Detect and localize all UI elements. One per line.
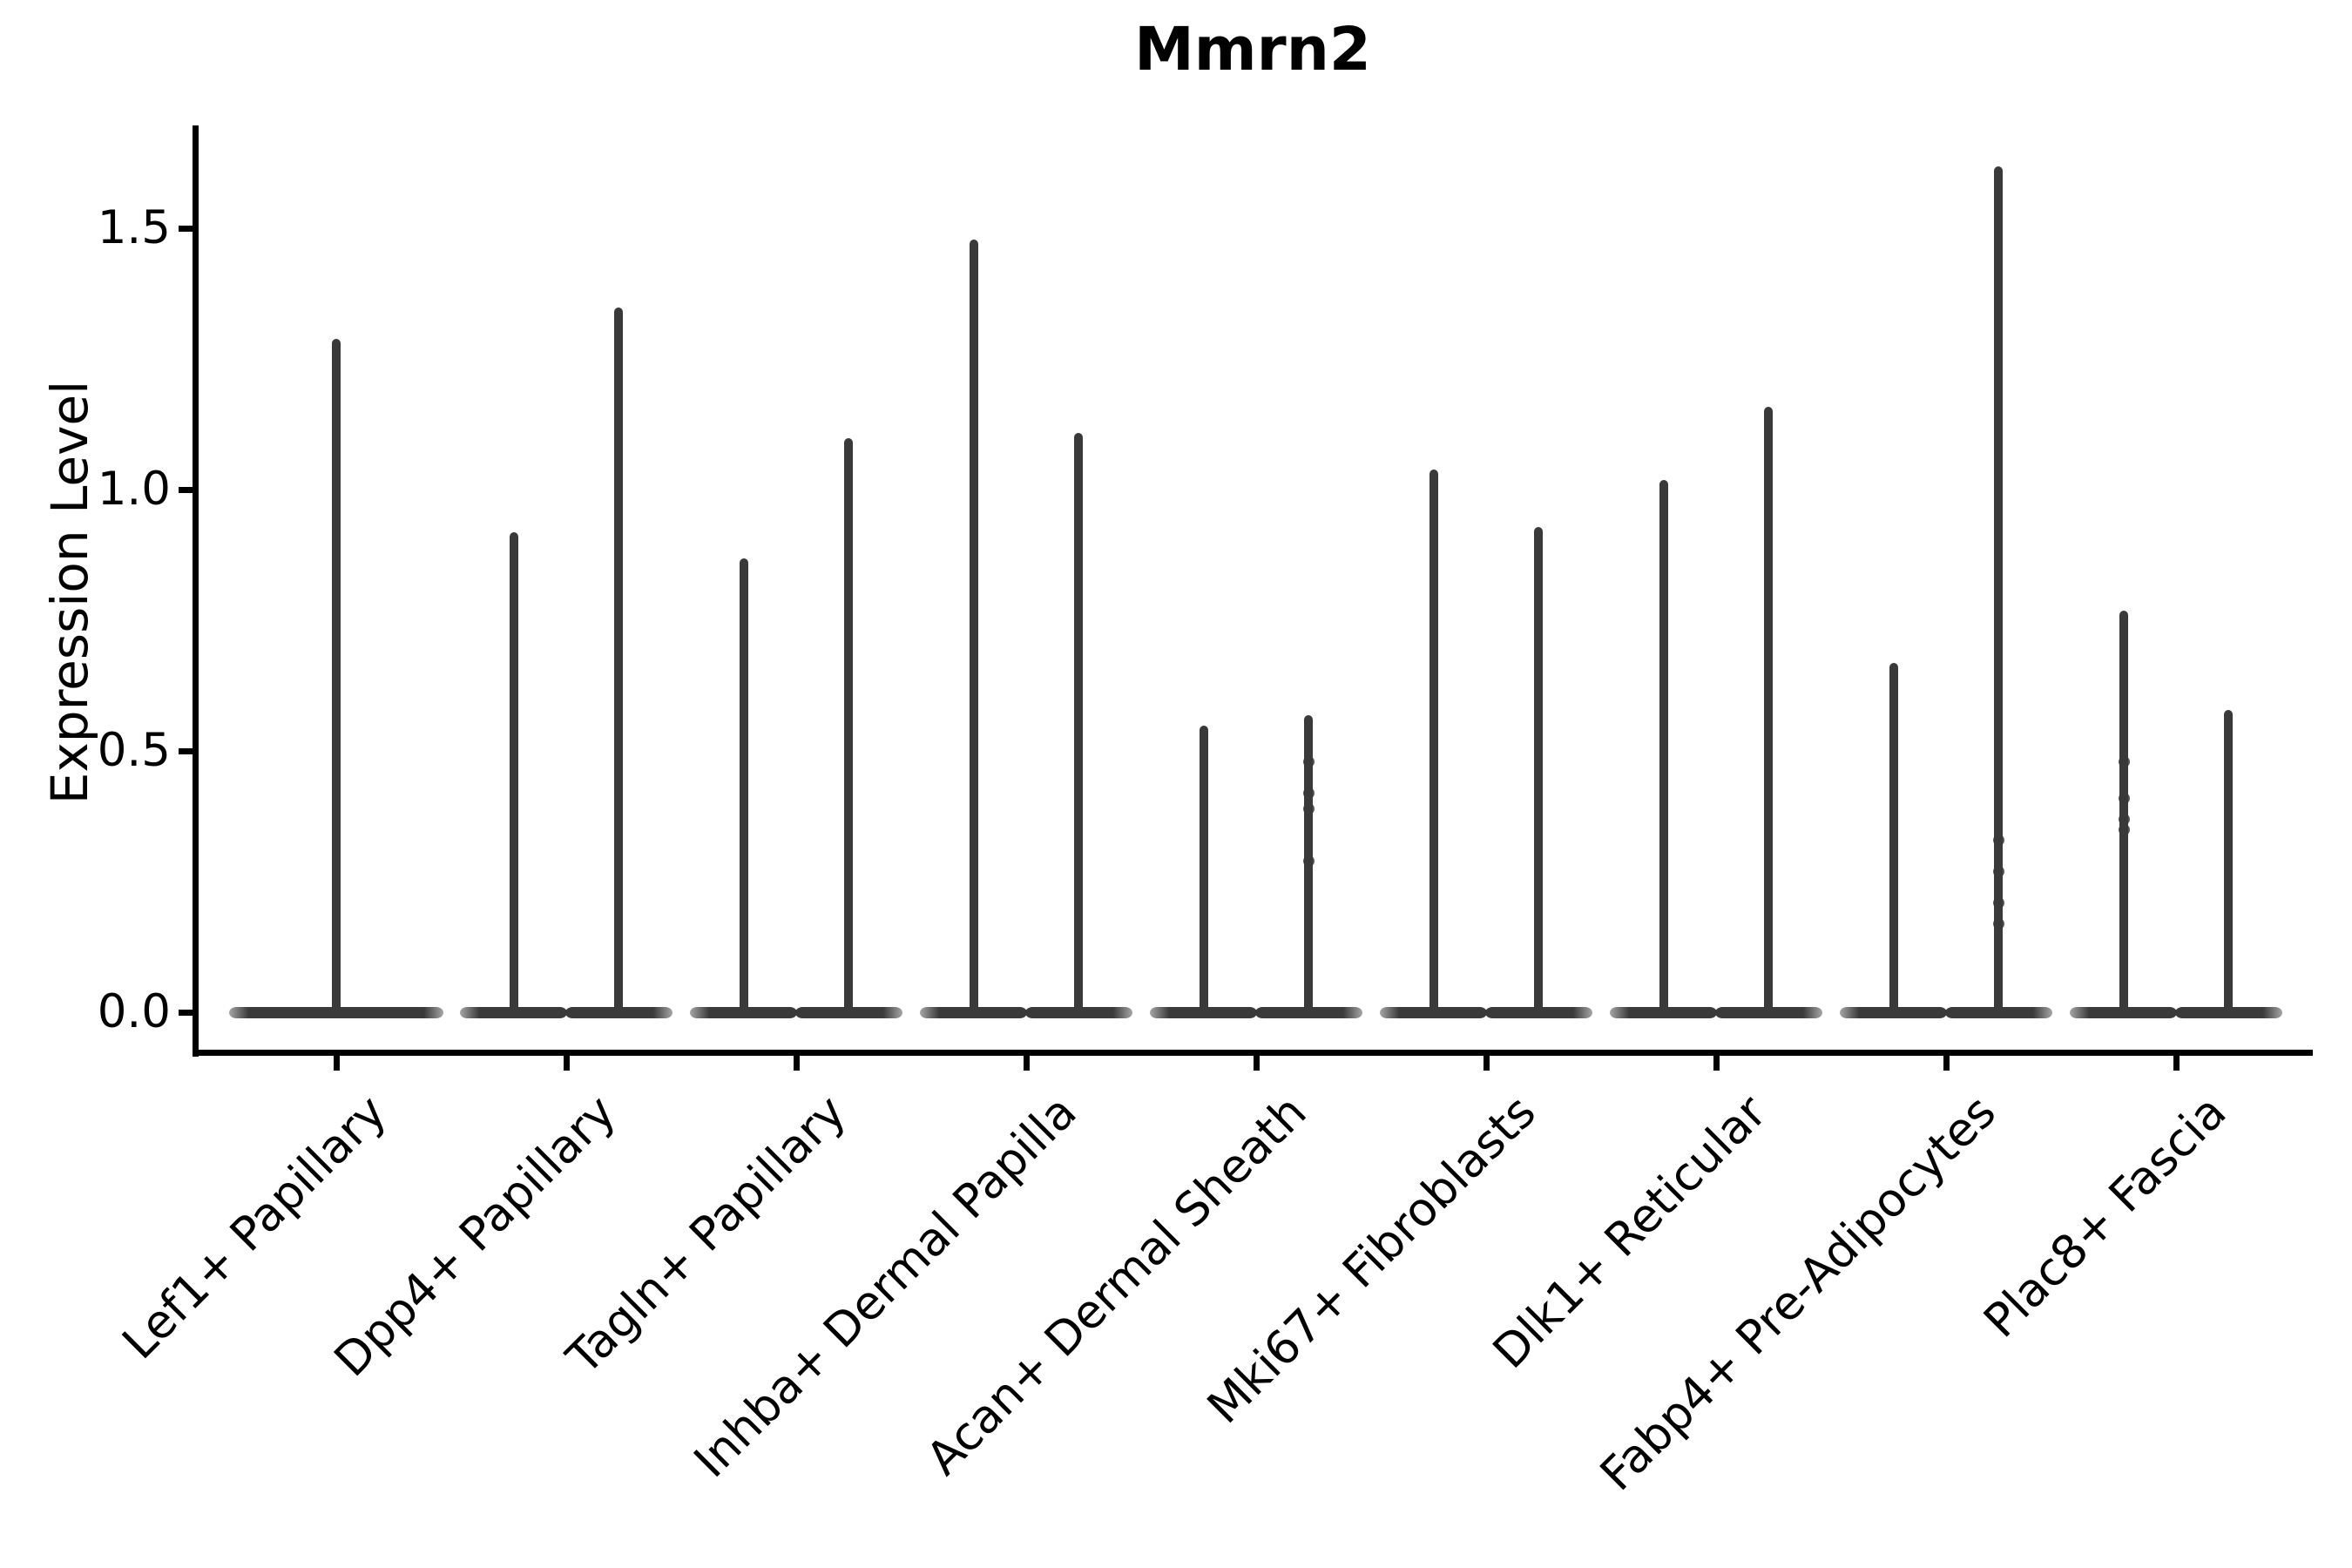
violin-base	[1380, 1007, 1487, 1018]
x-tick-mark	[1484, 1056, 1490, 1071]
x-tick-mark	[564, 1056, 570, 1071]
violin-spike	[1994, 166, 2003, 1012]
violin-base	[460, 1007, 567, 1018]
expression-point	[1992, 917, 2004, 929]
y-tick-label: 1.0	[97, 463, 171, 516]
violin-spike	[970, 240, 978, 1012]
violin-base	[1485, 1007, 1592, 1018]
violin-spike	[1534, 527, 1543, 1012]
x-tick-mark	[794, 1056, 800, 1071]
violin-base	[229, 1007, 443, 1018]
violin-base	[795, 1007, 902, 1018]
violin-base	[1945, 1007, 2052, 1018]
violin-base	[1150, 1007, 1257, 1018]
violin-spike	[844, 438, 853, 1012]
x-tick-label: Inhba+ Dermal Papilla	[684, 1085, 1087, 1489]
y-tick-mark	[179, 226, 193, 232]
violin-spike	[740, 558, 748, 1012]
expression-point	[2118, 823, 2130, 835]
chart-title: Mmrn2	[1134, 15, 1371, 84]
violin-base	[1840, 1007, 1947, 1018]
expression-point	[1302, 787, 1315, 799]
violin-spike	[1889, 663, 1898, 1012]
y-tick-mark	[179, 487, 193, 493]
y-axis-spine	[193, 125, 199, 1057]
violin-base	[690, 1007, 797, 1018]
expression-point	[1302, 755, 1315, 767]
violin-spike	[332, 339, 341, 1012]
violin-base	[1025, 1007, 1132, 1018]
violin-base	[920, 1007, 1027, 1018]
violin-spike	[1429, 470, 1438, 1012]
expression-point	[1992, 834, 2004, 846]
expression-point	[1302, 802, 1315, 814]
violin-base	[1715, 1007, 1822, 1018]
y-tick-mark	[179, 1010, 193, 1016]
x-tick-mark	[1713, 1056, 1720, 1071]
x-tick-label: Acan+ Dermal Sheath	[916, 1085, 1317, 1486]
expression-point	[2118, 792, 2130, 804]
expression-point	[2118, 813, 2130, 825]
violin-spike	[510, 532, 518, 1012]
violin-base	[1255, 1007, 1362, 1018]
violin-spike	[614, 308, 623, 1012]
violin-spike	[1659, 480, 1668, 1012]
x-tick-mark	[2173, 1056, 2180, 1071]
expression-point	[2118, 755, 2130, 767]
y-tick-label: 0.5	[97, 724, 171, 777]
violin-spike	[1764, 407, 1773, 1012]
violin-spike	[1074, 433, 1083, 1012]
x-tick-label: Fabp4+ Pre-Adipocytes	[1590, 1085, 2007, 1502]
violin-spike	[1200, 726, 1208, 1012]
violin-base	[2070, 1007, 2177, 1018]
violin-spike	[2224, 710, 2233, 1012]
expression-point	[1302, 855, 1315, 867]
expression-point	[1992, 896, 2004, 909]
violin-spike	[2119, 611, 2128, 1012]
x-tick-label: Plac8+ Fascia	[1973, 1085, 2237, 1348]
y-tick-mark	[179, 748, 193, 754]
x-tick-mark	[334, 1056, 340, 1071]
x-tick-mark	[1254, 1056, 1260, 1071]
violin-base	[1610, 1007, 1717, 1018]
x-tick-mark	[1943, 1056, 1950, 1071]
y-tick-label: 1.5	[97, 201, 171, 254]
violin-base	[565, 1007, 672, 1018]
x-axis-spine	[193, 1050, 2313, 1056]
y-tick-label: 0.0	[97, 985, 171, 1038]
expression-point	[1992, 865, 2004, 877]
violin-base	[2175, 1007, 2282, 1018]
x-tick-mark	[1024, 1056, 1030, 1071]
